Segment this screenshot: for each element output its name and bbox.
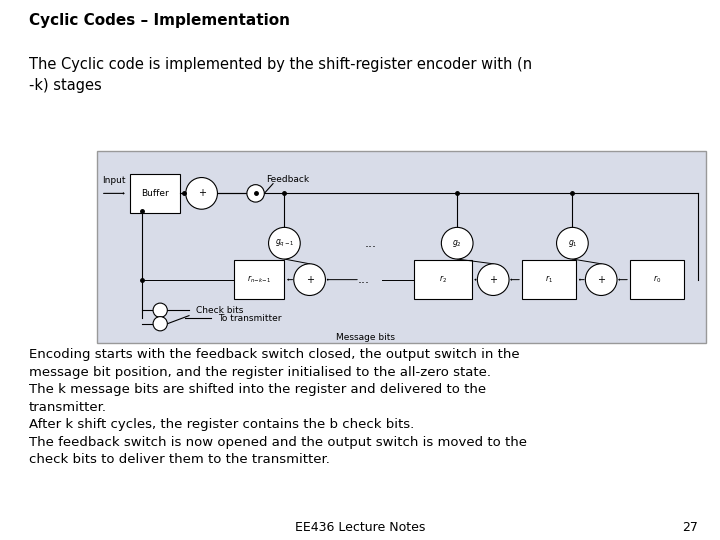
Ellipse shape [585,264,617,295]
Text: $r_{n\!-\!k\!-\!1}$: $r_{n\!-\!k\!-\!1}$ [247,274,271,285]
Text: $r_1$: $r_1$ [545,274,553,285]
Ellipse shape [153,316,167,331]
Bar [97,151,706,343]
Bar [630,260,684,299]
Text: ...: ... [358,273,369,286]
Ellipse shape [247,185,264,202]
Bar [522,260,576,299]
Text: Message bits: Message bits [336,333,395,342]
Text: EE436 Lecture Notes: EE436 Lecture Notes [294,521,426,534]
Text: +: + [305,275,314,285]
Text: $r_2$: $r_2$ [438,274,447,285]
Text: +: + [597,275,606,285]
Text: +: + [489,275,498,285]
Bar [234,260,284,299]
Text: $g_{q-1}$: $g_{q-1}$ [274,238,294,249]
Text: $g_1$: $g_1$ [567,238,577,249]
Bar [414,260,472,299]
Ellipse shape [186,178,217,209]
Text: ...: ... [365,237,377,249]
Text: The Cyclic code is implemented by the shift-register encoder with (n
-k) stages: The Cyclic code is implemented by the sh… [29,57,532,93]
Text: $g_2$: $g_2$ [452,238,462,249]
Text: +: + [197,188,206,198]
Text: Input: Input [102,176,125,185]
Ellipse shape [557,227,588,259]
Ellipse shape [477,264,509,295]
Text: Encoding starts with the feedback switch closed, the output switch in the
messag: Encoding starts with the feedback switch… [29,348,527,467]
Text: 27: 27 [683,521,698,534]
Text: Buffer: Buffer [141,189,168,198]
Ellipse shape [269,227,300,259]
Text: Cyclic Codes – Implementation: Cyclic Codes – Implementation [29,14,289,29]
Text: Feedback: Feedback [266,176,310,184]
Ellipse shape [441,227,473,259]
Bar [130,174,180,213]
Text: $r_0$: $r_0$ [653,274,661,285]
Text: Check bits: Check bits [196,306,243,315]
Ellipse shape [294,264,325,295]
Text: To transmitter: To transmitter [217,314,282,323]
Ellipse shape [153,303,167,318]
